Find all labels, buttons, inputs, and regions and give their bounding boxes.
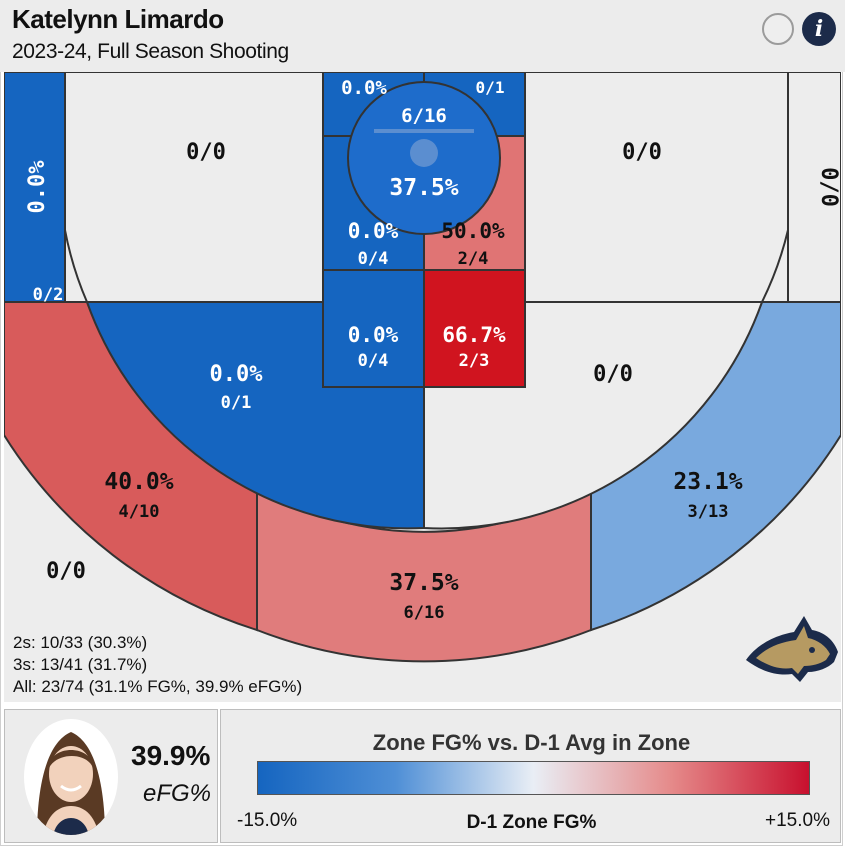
player-panel: 39.9% eFG%	[4, 709, 218, 843]
label-right-baseline-record: 0/0	[622, 140, 662, 165]
player-headshot	[24, 719, 118, 835]
label-right-corner-record: 0/0	[816, 167, 841, 207]
zone-right-baseline-mid	[524, 72, 789, 303]
legend-panel: Zone FG% vs. D-1 Avg in Zone -15.0% D-1 …	[220, 709, 841, 843]
view-toggle-button[interactable]	[762, 13, 794, 45]
shooting-totals: 2s: 10/33 (30.3%) 3s: 13/41 (31.7%) All:…	[13, 632, 302, 698]
subtitle: 2023-24, Full Season Shooting	[12, 40, 289, 63]
label-paint-low-left-record: 0/4	[358, 249, 389, 269]
zone-left-baseline-mid	[64, 72, 324, 303]
zone-paint-high-left	[322, 269, 425, 388]
zone-right-corner-three	[787, 72, 841, 303]
efg-value: 39.9%	[131, 740, 211, 771]
legend-gradient-bar	[257, 761, 810, 795]
label-paint-high-left-pct: 0.0%	[348, 323, 399, 347]
label-left-baseline-record: 0/0	[186, 140, 226, 165]
efg-label: eFG%	[143, 780, 212, 807]
label-right-wing-pct: 23.1%	[673, 469, 742, 495]
label-right-elbow-record: 0/0	[593, 362, 633, 387]
label-paint-baseline-left-pct: 0.0%	[341, 77, 387, 99]
zone-right-elbow-mid	[423, 301, 764, 530]
label-paint-low-right-record: 2/4	[458, 249, 489, 269]
label-left-elbow-record: 0/1	[221, 393, 252, 413]
rim	[410, 139, 438, 167]
zone-left-elbow-mid	[85, 301, 425, 530]
label-restricted-record: 6/16	[401, 105, 447, 127]
legend-mid-label: D-1 Zone FG%	[466, 812, 597, 833]
label-left-corner-record: 0/2	[33, 285, 64, 305]
threes-total: 3s: 13/41 (31.7%)	[13, 655, 148, 674]
zone-labels: 0.0% 0/2 0/0 6/16 37.5% 0.0% 0/1 0.0% 0/…	[25, 77, 841, 623]
legend-min-label: -15.0%	[237, 810, 298, 831]
all-total: All: 23/74 (31.1% FG%, 39.9% eFG%)	[13, 677, 303, 696]
label-top-key-pct: 37.5%	[389, 570, 458, 596]
legend-title: Zone FG% vs. D-1 Avg in Zone	[372, 730, 691, 755]
label-left-deep-record: 0/0	[46, 559, 86, 584]
label-restricted-pct: 37.5%	[389, 175, 458, 201]
label-paint-high-right-record: 2/3	[459, 351, 490, 371]
player-name: Katelynn Limardo	[12, 4, 224, 34]
label-left-wing-pct: 40.0%	[104, 469, 173, 495]
label-paint-low-left-pct: 0.0%	[348, 219, 399, 243]
twos-total: 2s: 10/33 (30.3%)	[13, 633, 148, 652]
label-paint-low-right-pct: 50.0%	[441, 219, 505, 243]
label-right-wing-record: 3/13	[688, 502, 729, 522]
label-left-wing-record: 4/10	[119, 502, 160, 522]
shot-chart-court: 0.0% 0/2 0/0 6/16 37.5% 0.0% 0/1 0.0% 0/…	[4, 72, 841, 702]
header: Katelynn Limardo 2023-24, Full Season Sh…	[0, 0, 845, 72]
footer: 39.9% eFG% Zone FG% vs. D-1 Avg in Zone …	[0, 705, 845, 846]
legend-max-label: +15.0%	[765, 810, 830, 831]
info-icon[interactable]: i	[802, 12, 836, 46]
label-left-corner-pct: 0.0%	[25, 160, 50, 214]
label-paint-high-left-record: 0/4	[358, 351, 389, 371]
team-logo	[746, 616, 838, 682]
label-paint-baseline-right-record: 0/1	[476, 78, 505, 97]
zone-paint-high-right	[423, 269, 526, 388]
label-top-key-record: 6/16	[404, 603, 445, 623]
label-paint-high-right-pct: 66.7%	[442, 323, 506, 347]
label-left-elbow-pct: 0.0%	[210, 362, 264, 387]
